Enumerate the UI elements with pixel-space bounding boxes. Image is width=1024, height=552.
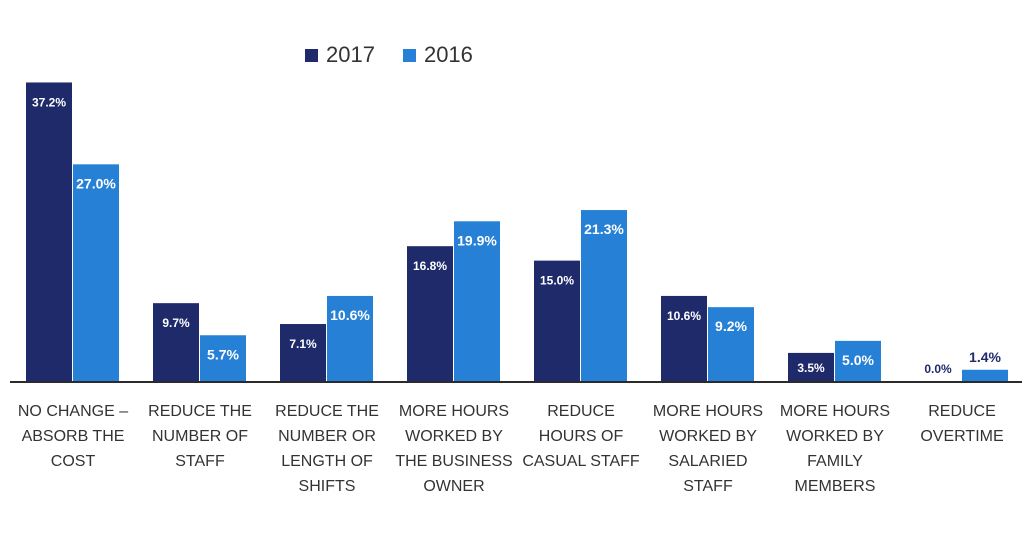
category-label-7-line-0: REDUCE [928, 403, 996, 420]
data-label-2017-0: 37.2% [32, 95, 66, 109]
legend-item-2016: 2016 [402, 42, 473, 68]
data-label-2016-0: 27.0% [76, 175, 116, 191]
bar-2017-2 [280, 324, 326, 381]
data-label-2017-7: 0.0% [924, 362, 952, 376]
bar-2016-7 [962, 369, 1008, 381]
data-label-2016-6: 5.0% [842, 352, 874, 368]
legend-swatch-2016 [402, 48, 416, 62]
category-label-6-line-2: FAMILY [807, 453, 863, 470]
bar-2017-5 [661, 295, 707, 381]
category-label-0-line-1: ABSORB THE [22, 428, 125, 445]
data-label-2016-7: 1.4% [969, 349, 1001, 365]
bar-2016-5 [708, 307, 754, 381]
legend-label-2017: 2017 [326, 42, 375, 67]
bar-2017-1 [153, 303, 199, 381]
data-label-2016-2: 10.6% [330, 307, 370, 323]
category-label-1-line-0: REDUCE THE [148, 403, 252, 420]
category-label-3-line-1: WORKED BY [405, 428, 503, 445]
category-label-6-line-3: MEMBERS [795, 478, 876, 495]
category-label-2-line-0: REDUCE THE [275, 403, 379, 420]
bar-2017-4 [534, 260, 580, 381]
category-label-3-line-3: OWNER [423, 478, 484, 495]
legend-label-2016: 2016 [423, 42, 473, 67]
data-label-2016-4: 21.3% [584, 221, 624, 237]
data-label-2017-1: 9.7% [162, 316, 190, 330]
data-label-2017-4: 15.0% [540, 274, 574, 288]
category-label-1-line-1: NUMBER OF [152, 428, 248, 445]
bar-2017-3 [407, 246, 453, 381]
category-label-2-line-1: NUMBER OR [278, 428, 376, 445]
legend-item-2017: 2017 [305, 42, 375, 68]
bar-2016-1 [200, 335, 246, 381]
data-label-2016-1: 5.7% [207, 346, 239, 362]
category-label-0-line-2: COST [51, 453, 96, 470]
category-label-3-line-0: MORE HOURS [399, 403, 509, 420]
category-label-1-line-2: STAFF [175, 453, 225, 470]
category-label-5-line-1: WORKED BY [659, 428, 757, 445]
data-label-2017-3: 16.8% [413, 259, 447, 273]
data-label-2017-6: 3.5% [797, 361, 825, 375]
category-label-6-line-1: WORKED BY [786, 428, 884, 445]
category-label-0-line-0: NO CHANGE – [18, 403, 128, 420]
bar-2016-2 [327, 295, 373, 381]
bar-2016-0 [73, 164, 119, 381]
category-label-4-line-0: REDUCE [547, 403, 615, 420]
category-label-6-line-0: MORE HOURS [780, 403, 890, 420]
category-label-2-line-2: LENGTH OF [281, 453, 373, 470]
data-label-2016-5: 9.2% [715, 318, 747, 334]
category-label-5-line-2: SALARIED [668, 453, 747, 470]
bar-2017-0 [26, 82, 72, 381]
bar-2016-3 [454, 221, 500, 381]
category-label-4-line-2: CASUAL STAFF [522, 453, 640, 470]
data-label-2017-5: 10.6% [667, 309, 701, 323]
bar-2016-4 [581, 210, 627, 381]
bar-2017-6 [788, 352, 834, 381]
category-label-3-line-2: THE BUSINESS [395, 453, 512, 470]
data-label-2016-3: 19.9% [457, 232, 497, 248]
data-label-2017-2: 7.1% [289, 337, 317, 351]
category-label-7-line-1: OVERTIME [920, 428, 1003, 445]
legend-swatch-2017 [305, 48, 318, 62]
category-label-5-line-3: STAFF [683, 478, 733, 495]
bar-2016-6 [835, 340, 881, 381]
category-label-5-line-0: MORE HOURS [653, 403, 763, 420]
category-label-2-line-3: SHIFTS [299, 478, 356, 495]
category-label-4-line-1: HOURS OF [539, 428, 624, 445]
legend: 2017 2016 [305, 42, 473, 68]
